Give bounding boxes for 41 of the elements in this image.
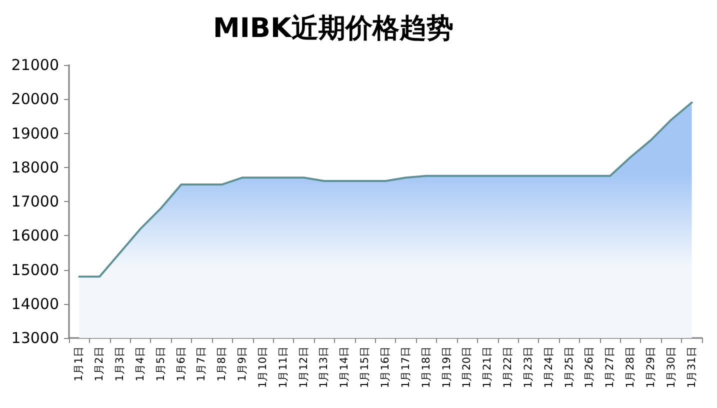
x-tick-label: 1月4日 xyxy=(134,346,146,382)
y-tick-label: 17000 xyxy=(11,192,59,210)
x-tick-label: 1月16日 xyxy=(380,346,392,388)
x-tick-label: 1月23日 xyxy=(522,346,534,388)
x-tick-label: 1月11日 xyxy=(277,346,290,388)
x-tick-label: 1月9日 xyxy=(236,346,249,382)
x-tick-label: 1月1日 xyxy=(73,346,86,382)
x-tick-label: 1月28日 xyxy=(624,346,637,388)
y-tick-label: 15000 xyxy=(11,260,59,279)
chart-title: MIBK近期价格趋势 xyxy=(213,13,454,44)
y-tick-label: 20000 xyxy=(11,90,59,108)
x-tick-label: 1月3日 xyxy=(114,346,126,382)
y-tick-label: 21000 xyxy=(11,56,59,74)
x-tick-label: 1月5日 xyxy=(154,346,167,382)
x-tick-label: 1月29日 xyxy=(644,346,657,388)
y-tick-label: 19000 xyxy=(11,124,59,142)
x-tick-label: 1月14日 xyxy=(338,346,351,388)
x-tick-label: 1月10日 xyxy=(256,346,269,388)
x-tick-label: 1月21日 xyxy=(482,346,494,388)
x-tick-label: 1月7日 xyxy=(196,346,208,382)
y-tick-label: 18000 xyxy=(11,158,59,176)
x-tick-label: 1月30日 xyxy=(665,346,678,388)
x-tick-label: 1月25日 xyxy=(563,346,576,388)
x-tick-label: 1月22日 xyxy=(502,346,514,388)
y-tick-label: 13000 xyxy=(11,329,59,347)
x-tick-label: 1月12日 xyxy=(298,346,310,388)
x-tick-label: 1月17日 xyxy=(400,346,412,388)
x-tick-label: 1月27日 xyxy=(604,346,616,388)
x-tick-label: 1月31日 xyxy=(686,346,698,388)
y-tick-label: 16000 xyxy=(11,226,59,245)
x-tick-label: 1月2日 xyxy=(94,346,106,382)
x-tick-label: 1月26日 xyxy=(584,346,596,388)
x-tick-label: 1月13日 xyxy=(318,346,330,388)
x-tick-label: 1月15日 xyxy=(359,346,372,388)
x-tick-label: 1月24日 xyxy=(542,346,555,388)
x-tick-label: 1月8日 xyxy=(216,346,228,382)
x-tick-label: 1月19日 xyxy=(440,346,453,388)
y-tick-label: 14000 xyxy=(11,294,59,313)
x-tick-label: 1月20日 xyxy=(461,346,474,388)
x-tick-label: 1月6日 xyxy=(175,346,188,382)
x-tick-label: 1月18日 xyxy=(420,346,432,388)
